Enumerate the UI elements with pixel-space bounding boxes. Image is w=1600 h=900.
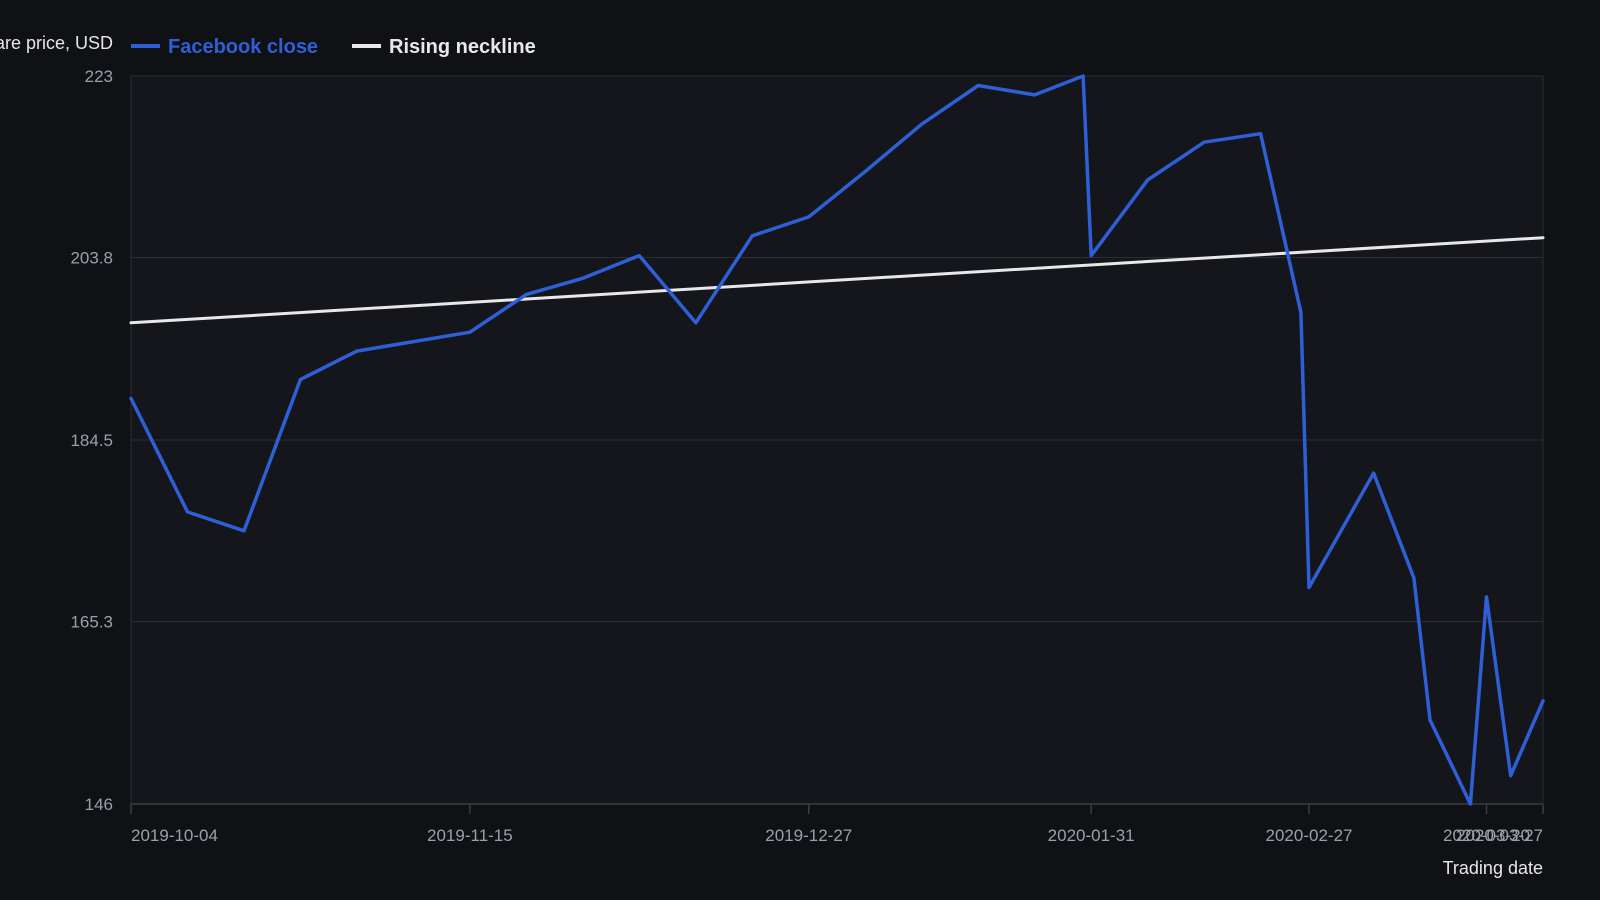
axes: 146 165.3 184.5 203.8 223 2019-10-04 2019-11-1…	[70, 67, 1544, 845]
legend-label-rising-neckline: Rising neckline	[389, 36, 536, 58]
legend-label-facebook-close: Facebook close	[168, 36, 318, 58]
series-lines	[129, 74, 1545, 806]
x-tick-label: 2019-12-27	[765, 826, 852, 845]
x-tick-label: 2019-10-04	[131, 826, 218, 845]
legend: Facebook close Rising neckline	[131, 36, 536, 58]
y-tick-label: 223	[85, 67, 113, 86]
x-tick-label: 2020-02-27	[1266, 826, 1353, 845]
x-tick-label: 2019-11-15	[427, 826, 513, 845]
x-tick-label: 2020-01-31	[1048, 826, 1135, 845]
y-axis-title: Share price, USD	[0, 33, 113, 53]
rising-neckline-line	[129, 236, 1545, 325]
y-tick-label: 184.5	[70, 431, 113, 450]
x-axis-title: Trading date	[1443, 858, 1543, 878]
y-tick-label: 146	[85, 795, 113, 814]
facebook-close-line	[129, 74, 1545, 806]
y-tick-label: 203.8	[70, 249, 113, 268]
x-tick-label: 2020-03-20	[1443, 826, 1530, 845]
y-tick-label: 165.3	[70, 613, 113, 632]
x-tick-label: 2020-03-27	[1456, 826, 1543, 845]
